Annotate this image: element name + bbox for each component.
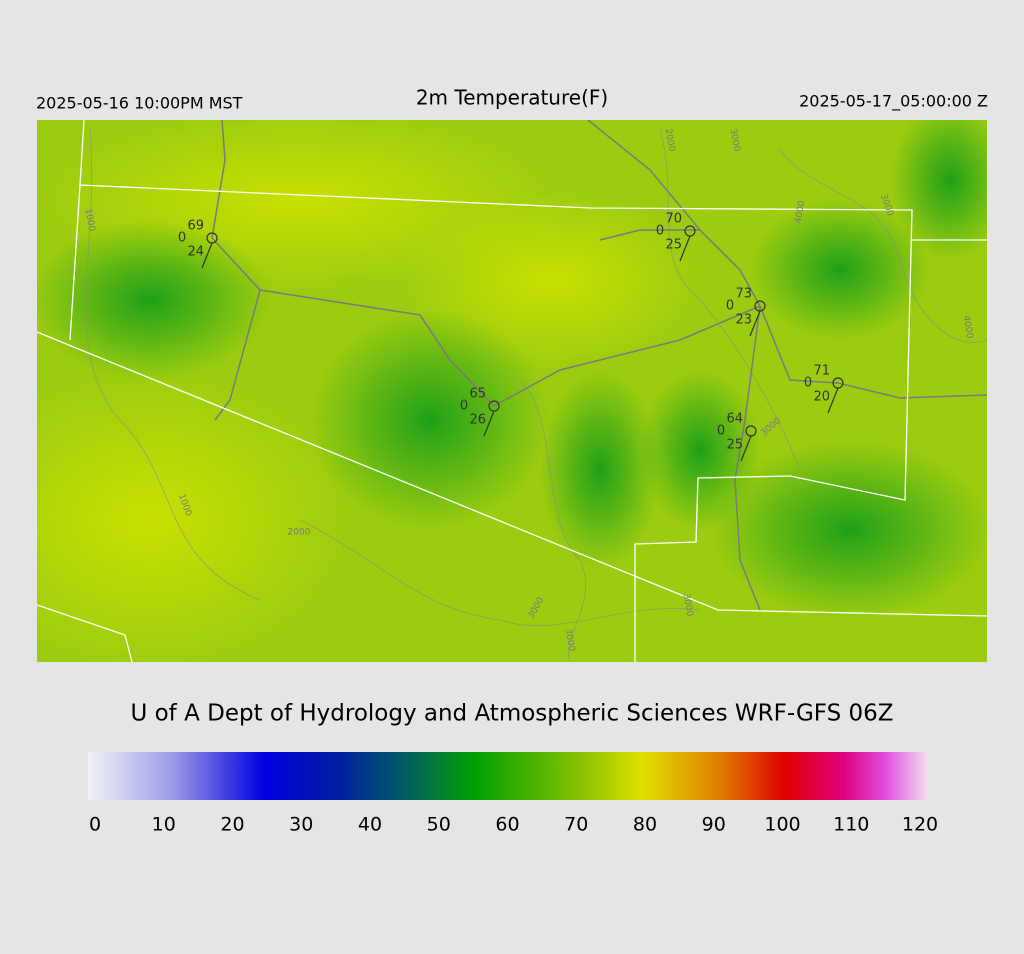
contour-label: 1000 [83, 208, 97, 233]
contours [85, 129, 987, 662]
colorbar-scale [88, 752, 928, 800]
colorbar-tick-label: 50 [427, 814, 451, 836]
contour [779, 149, 987, 343]
station-temp: 69 [187, 219, 204, 234]
colorbar-tick-label: 20 [220, 814, 244, 836]
road [211, 120, 226, 239]
shade [37, 370, 350, 662]
station-dew: 26 [469, 413, 486, 428]
station-wind: 0 [178, 231, 186, 246]
colorbar-tick-label: 80 [633, 814, 657, 836]
station-dew: 23 [735, 313, 752, 328]
contour-label: 3000 [728, 128, 742, 153]
contour [299, 519, 701, 627]
contour [659, 129, 801, 471]
colorbar-tick-label: 0 [89, 814, 101, 836]
colorbar-tick-label: 110 [833, 814, 869, 836]
colorbar-tick-label: 70 [564, 814, 588, 836]
station-temp: 65 [469, 387, 486, 402]
colorbar-tick-label: 10 [152, 814, 176, 836]
station-wind: 0 [656, 224, 664, 239]
shade [37, 220, 270, 380]
colorbar-tick-label: 90 [702, 814, 726, 836]
wind-barb [749, 310, 761, 337]
station-wind: 0 [717, 424, 725, 439]
station-dew: 24 [187, 245, 204, 260]
station-temp: 70 [665, 212, 682, 227]
wind-barb [201, 242, 213, 269]
boundary [37, 604, 133, 662]
station-temp: 64 [726, 412, 743, 427]
station-temp: 73 [735, 287, 752, 302]
colorbar-tick-label: 100 [764, 814, 800, 836]
shade [890, 120, 987, 260]
wind-barb [740, 435, 752, 462]
boundary [69, 184, 81, 341]
colorbar-tick-label: 30 [289, 814, 313, 836]
road [211, 237, 761, 407]
shade [540, 370, 660, 570]
contour [85, 129, 261, 601]
footer-credit: U of A Dept of Hydrology and Atmospheric… [130, 701, 893, 727]
station-dew: 25 [726, 438, 743, 453]
map-title: 2m Temperature(F) [416, 86, 608, 110]
shade [750, 200, 930, 340]
contour [519, 379, 586, 662]
wind-barb [679, 235, 691, 262]
boundaries [37, 120, 987, 662]
station-wind: 0 [804, 376, 812, 391]
valid-utc: 2025-05-17_05:00:00 Z [799, 92, 988, 112]
boundary [79, 120, 913, 662]
boundary [37, 331, 987, 617]
shade [710, 440, 987, 620]
contour-label: 2000 [288, 528, 311, 538]
road [734, 305, 761, 611]
contour-label: 4000 [794, 200, 808, 225]
colorbar-tick-label: 40 [358, 814, 382, 836]
contour-label: 2000 [663, 128, 677, 153]
station-dew: 20 [813, 390, 830, 405]
station-temp: 71 [813, 364, 830, 379]
contour-label: 4000 [961, 315, 975, 340]
station-dew: 25 [665, 238, 682, 253]
valid-local: 2025-05-16 10:00PM MST [36, 94, 243, 113]
colorbar-tick-label: 60 [495, 814, 519, 836]
contour-label: 3000 [563, 628, 577, 653]
station-wind: 0 [726, 299, 734, 314]
road [599, 229, 700, 241]
roads [211, 120, 987, 611]
contour-label: 3000 [681, 593, 695, 618]
station-wind: 0 [460, 399, 468, 414]
shade [310, 310, 550, 530]
wind-barb [483, 410, 495, 437]
wind-barb [827, 387, 839, 414]
colorbar: 0 10 20 30 40 50 60 70 80 90 100 110 120 [88, 752, 938, 836]
shade [640, 370, 760, 530]
colorbar-tick-label: 120 [902, 814, 938, 836]
road [214, 289, 261, 421]
